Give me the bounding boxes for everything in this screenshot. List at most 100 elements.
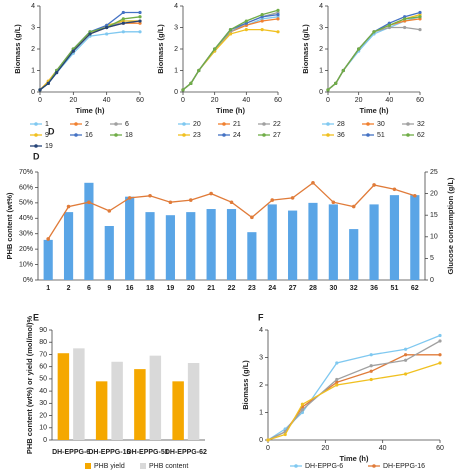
data-point bbox=[372, 30, 376, 34]
legend-label: DH-EPPG-6 bbox=[305, 463, 343, 470]
y-tick-label: 0 bbox=[43, 437, 47, 444]
series-line bbox=[327, 16, 421, 91]
data-point bbox=[418, 15, 422, 19]
data-point bbox=[138, 10, 142, 15]
x-tick-label: 20 bbox=[69, 97, 77, 104]
data-point bbox=[334, 81, 338, 85]
bar bbox=[125, 196, 135, 280]
series-line bbox=[267, 334, 441, 441]
y-tick-label: 2 bbox=[259, 382, 263, 389]
data-point bbox=[121, 21, 125, 25]
x-tick-label: 19 bbox=[166, 285, 174, 292]
data-point bbox=[369, 364, 373, 368]
y-tick-label: 0 bbox=[319, 89, 323, 96]
data-point bbox=[121, 30, 125, 34]
bar bbox=[73, 348, 85, 440]
y2-tick-label: 25 bbox=[430, 169, 438, 176]
data-point bbox=[71, 49, 75, 53]
data-point bbox=[244, 19, 248, 23]
x-tick-label: 40 bbox=[385, 97, 393, 104]
x-axis-label: Time (h) bbox=[216, 106, 246, 115]
legend-label: 28 bbox=[337, 121, 345, 128]
x-tick-label: 60 bbox=[274, 97, 282, 104]
bar bbox=[57, 353, 70, 440]
data-point bbox=[276, 17, 280, 21]
legend-swatch bbox=[366, 122, 370, 126]
legend-swatch bbox=[34, 122, 38, 126]
bar bbox=[369, 204, 379, 280]
data-point bbox=[438, 361, 442, 365]
x-tick-label: 40 bbox=[242, 97, 250, 104]
data-point bbox=[438, 339, 442, 343]
legend-swatch bbox=[34, 144, 38, 148]
data-point bbox=[105, 32, 109, 36]
data-point bbox=[369, 353, 373, 357]
legend-label: 51 bbox=[377, 132, 385, 139]
data-point bbox=[168, 200, 173, 205]
y-axis-label: PHB content (wt%) or yield (mol/mol)% bbox=[25, 316, 34, 455]
bar bbox=[43, 239, 53, 280]
data-point bbox=[148, 193, 152, 198]
legend-label: 1 bbox=[45, 121, 49, 128]
bar bbox=[206, 209, 216, 280]
data-point bbox=[357, 47, 361, 51]
y-tick-label: 60% bbox=[19, 184, 33, 191]
x-tick-label: 0 bbox=[181, 97, 185, 104]
legend-label: PHB content bbox=[149, 463, 188, 470]
y-tick-label: 1 bbox=[31, 67, 35, 74]
x-tick-label: 51 bbox=[391, 285, 399, 292]
panel-label: D bbox=[48, 126, 55, 136]
bar bbox=[63, 212, 74, 280]
data-point bbox=[181, 88, 185, 92]
legend-label: 62 bbox=[417, 132, 425, 139]
data-point bbox=[121, 17, 125, 21]
legend-swatch bbox=[222, 122, 226, 126]
series-line bbox=[327, 18, 421, 91]
data-point bbox=[260, 12, 264, 17]
bar bbox=[172, 381, 184, 440]
data-point bbox=[335, 361, 339, 365]
y2-tick-label: 15 bbox=[430, 212, 438, 219]
x-tick-label: 21 bbox=[207, 285, 215, 292]
y-tick-label: 20 bbox=[39, 412, 47, 419]
y-tick-label: 1 bbox=[174, 67, 178, 74]
y-tick-label: 40 bbox=[39, 388, 47, 395]
y2-tick-label: 0 bbox=[430, 277, 434, 284]
data-point bbox=[87, 200, 91, 205]
data-point bbox=[46, 237, 50, 241]
data-point bbox=[260, 19, 264, 23]
data-point bbox=[244, 28, 248, 32]
legend-label: 9 bbox=[45, 132, 49, 139]
x-tick-label: 24 bbox=[268, 285, 276, 292]
data-point bbox=[300, 402, 304, 406]
bar bbox=[389, 195, 400, 280]
series-line bbox=[182, 13, 279, 91]
data-point bbox=[438, 353, 442, 357]
legend-label: 32 bbox=[417, 121, 425, 128]
data-point bbox=[351, 204, 356, 209]
series-line bbox=[182, 28, 279, 91]
data-point bbox=[276, 12, 280, 17]
series-line bbox=[39, 11, 140, 91]
data-point bbox=[418, 28, 422, 32]
y-tick-label: 50% bbox=[19, 200, 33, 207]
legend-swatch bbox=[182, 122, 186, 126]
x-tick-label: 16 bbox=[126, 285, 134, 292]
legend-label: PHB yield bbox=[94, 463, 125, 470]
data-point bbox=[276, 30, 280, 34]
legend-swatch bbox=[222, 133, 226, 137]
y-tick-label: 2 bbox=[319, 46, 323, 53]
data-point bbox=[276, 8, 280, 12]
x-tick-label: 22 bbox=[228, 285, 236, 292]
y-tick-label: 3 bbox=[259, 354, 263, 361]
legend-swatch bbox=[114, 133, 118, 137]
data-point bbox=[392, 187, 397, 192]
x-tick-label: 40 bbox=[103, 97, 111, 104]
legend-label: 2 bbox=[85, 121, 89, 128]
legend-label: 22 bbox=[273, 121, 281, 128]
data-point bbox=[283, 432, 287, 437]
data-point bbox=[209, 191, 213, 196]
y2-tick-label: 5 bbox=[430, 255, 434, 262]
y-axis-label: Biomass (g/L) bbox=[301, 24, 310, 74]
data-point bbox=[188, 198, 193, 202]
